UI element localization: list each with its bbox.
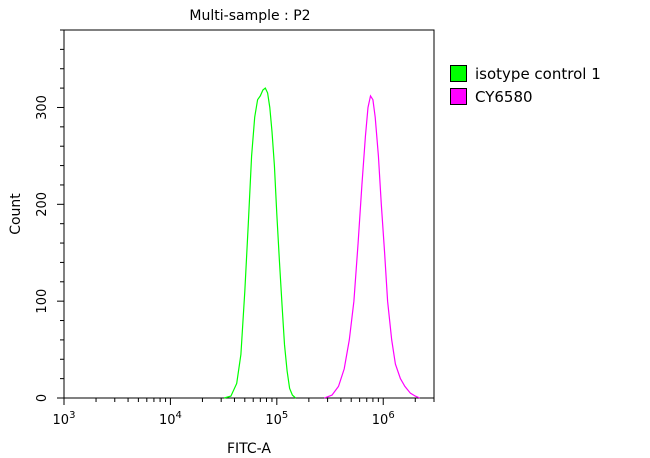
legend-item-cy6580: CY6580 — [450, 85, 601, 108]
y-axis: 0 100 200 300 — [35, 29, 64, 402]
y-tick-label: 100 — [35, 289, 50, 314]
y-tick-label: 200 — [35, 192, 50, 217]
x-axis: 103 104 105 106 — [53, 398, 435, 428]
y-tick-label: 300 — [35, 95, 50, 120]
y-axis-label: Count — [8, 193, 24, 235]
series-line-1 — [324, 94, 420, 399]
legend: isotype control 1 CY6580 — [450, 62, 601, 108]
legend-label-isotype: isotype control 1 — [475, 64, 601, 83]
plot-area — [63, 29, 435, 399]
series-layer — [224, 87, 420, 399]
legend-swatch-isotype — [450, 65, 467, 82]
x-tick-label: 104 — [159, 410, 182, 428]
chart-title: Multi-sample : P2 — [189, 8, 310, 24]
x-axis-label: FITC-A — [227, 441, 271, 457]
y-tick-label: 0 — [35, 394, 50, 402]
series-line-0 — [224, 87, 297, 399]
x-tick-label: 105 — [265, 410, 288, 428]
x-tick-label: 106 — [372, 410, 395, 428]
legend-item-isotype: isotype control 1 — [450, 62, 601, 85]
x-tick-label: 103 — [53, 410, 76, 428]
legend-label-cy6580: CY6580 — [475, 87, 533, 106]
legend-swatch-cy6580 — [450, 88, 467, 105]
